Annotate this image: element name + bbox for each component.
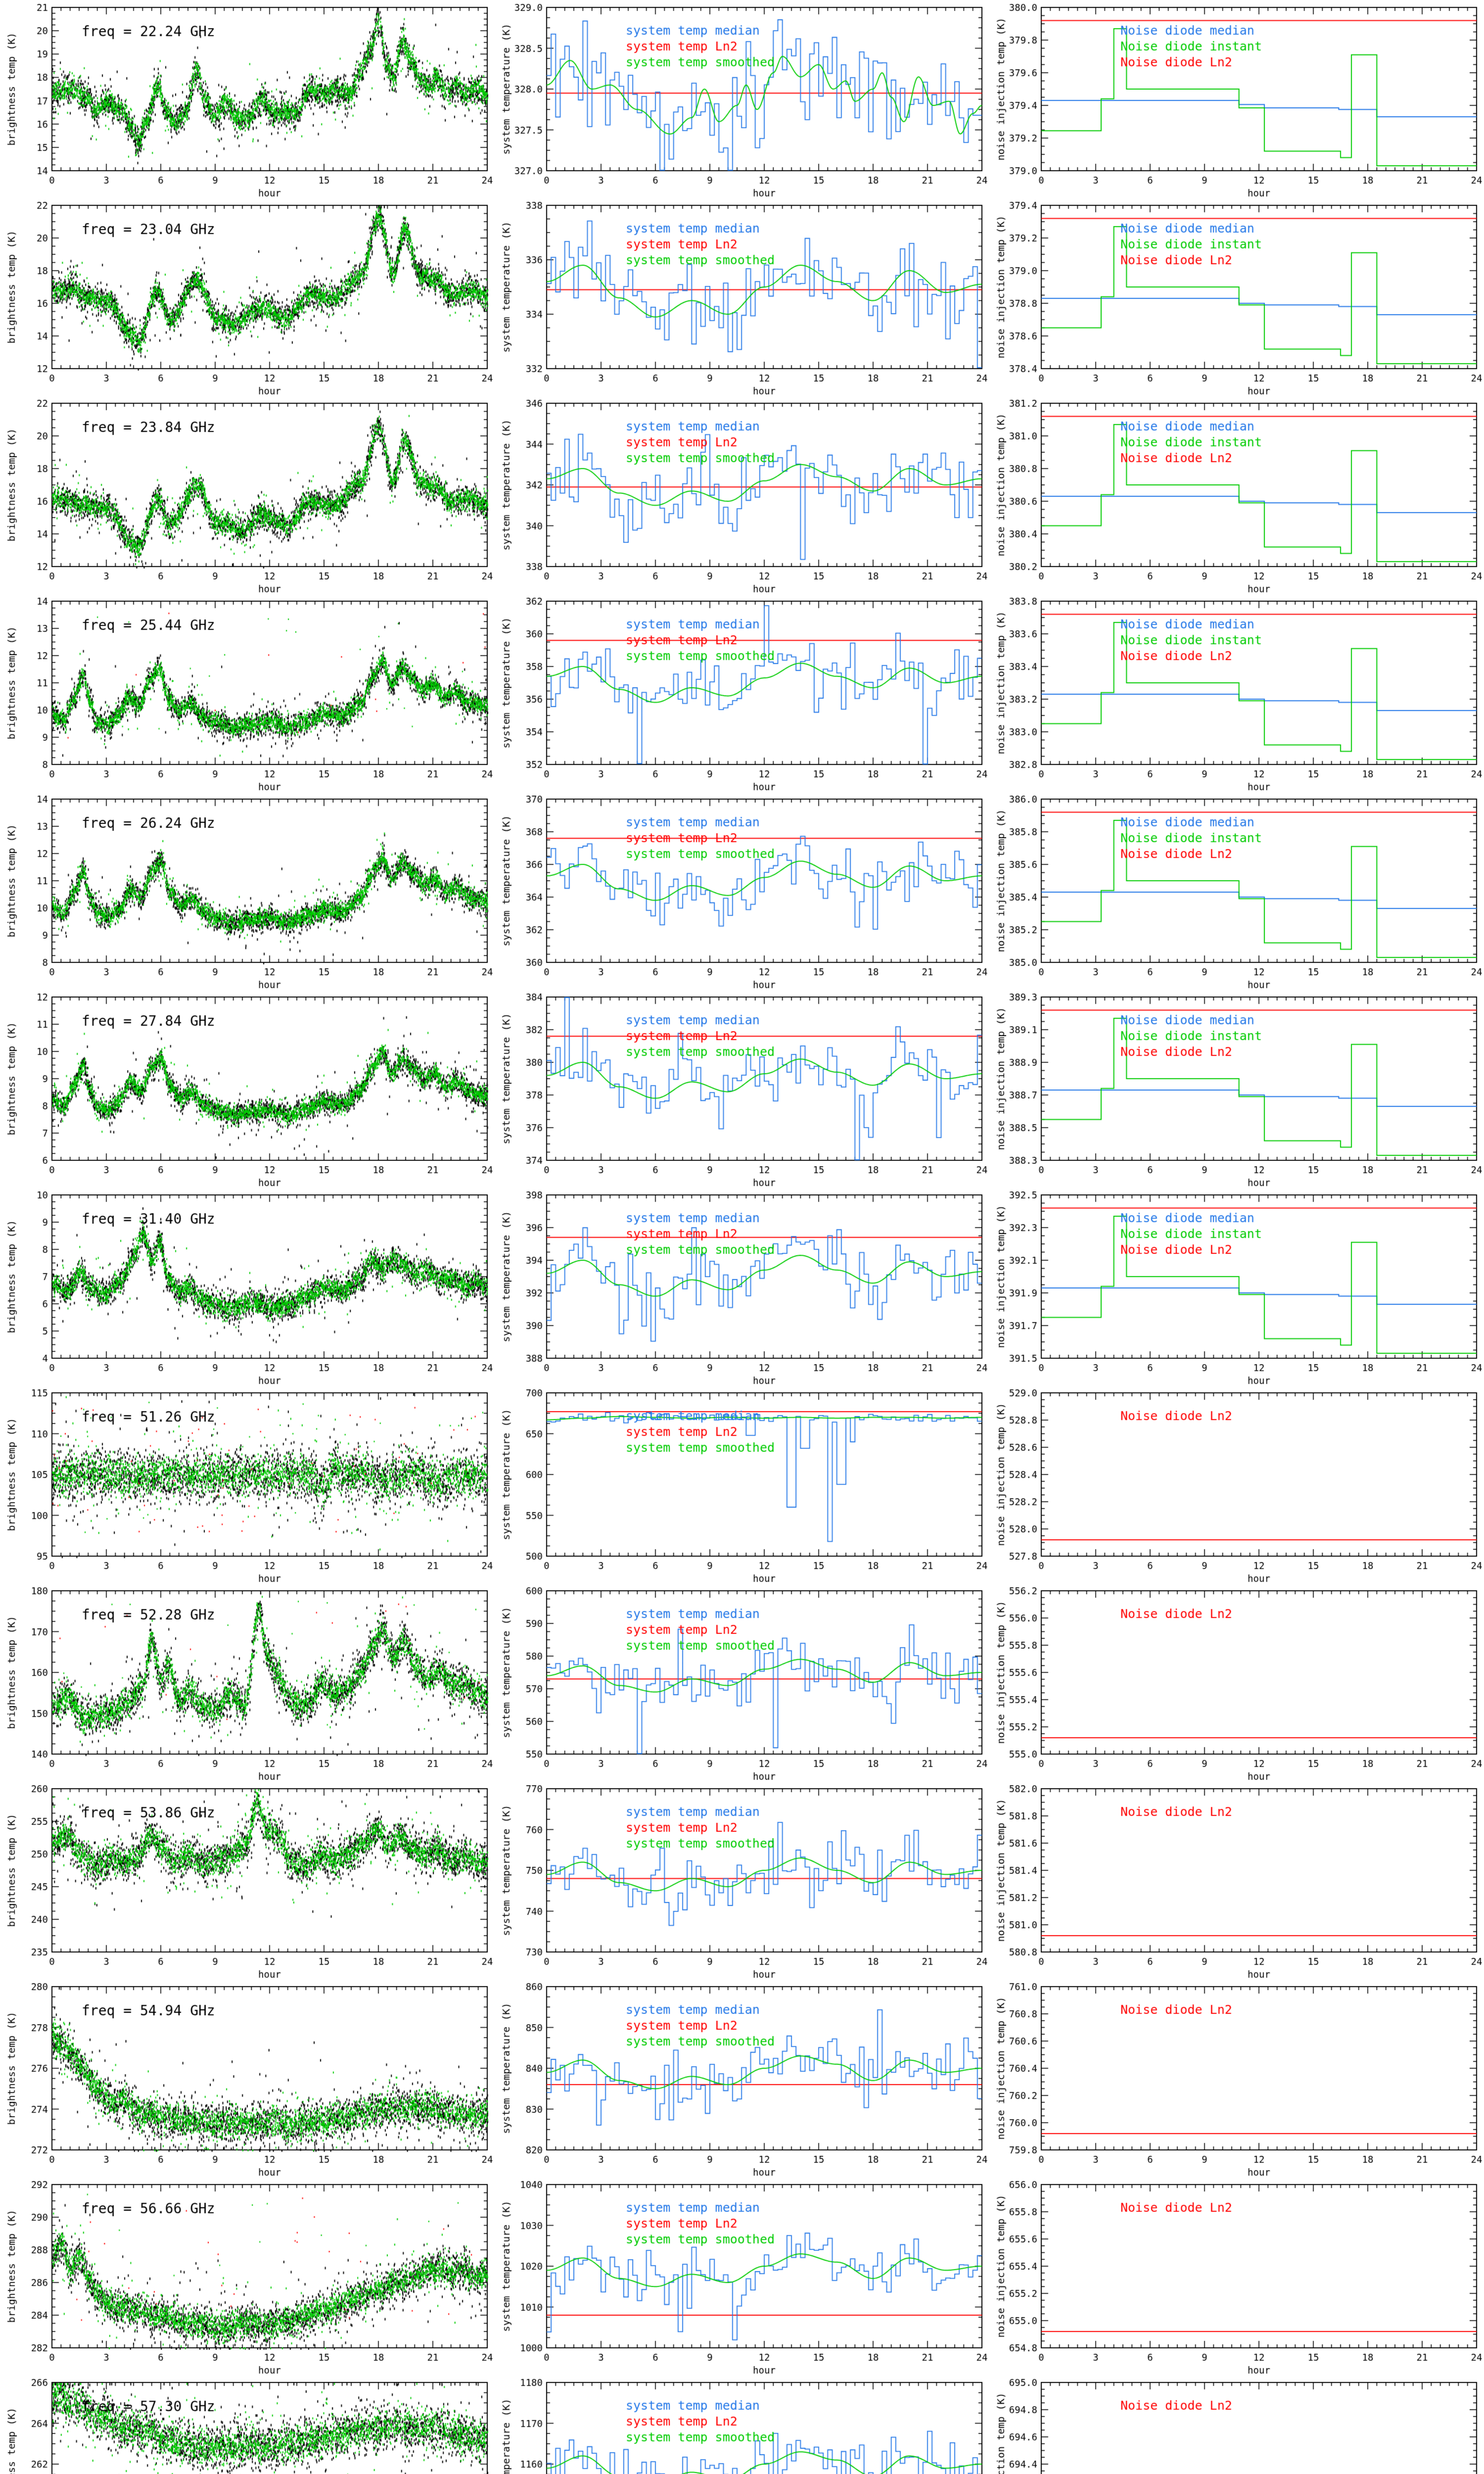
brightness-temp-plot-row-3 [0, 396, 495, 594]
system-temp-plot-row-3 [495, 396, 989, 594]
system-temp-plot-row-3-cell [495, 396, 989, 594]
channel-row-9 [0, 1583, 1484, 1781]
brightness-temp-plot-row-1-cell [0, 0, 495, 198]
brightness-temp-plot-row-6 [0, 990, 495, 1188]
channel-row-5 [0, 792, 1484, 990]
system-temp-plot-row-12 [495, 2177, 989, 2375]
noise-diode-plot-row-13 [989, 2375, 1484, 2474]
noise-diode-plot-row-1 [989, 0, 1484, 198]
brightness-temp-plot-row-12-cell [0, 2177, 495, 2375]
channel-row-3 [0, 396, 1484, 594]
system-temp-plot-row-6-cell [495, 990, 989, 1188]
channel-row-2 [0, 198, 1484, 396]
system-temp-plot-row-1 [495, 0, 989, 198]
brightness-temp-plot-row-2 [0, 198, 495, 396]
noise-diode-plot-row-6 [989, 990, 1484, 1188]
system-temp-plot-row-4-cell [495, 594, 989, 792]
system-temp-plot-row-13 [495, 2375, 989, 2474]
channel-row-8 [0, 1385, 1484, 1583]
noise-diode-plot-row-3 [989, 396, 1484, 594]
brightness-temp-plot-row-1 [0, 0, 495, 198]
channel-row-7 [0, 1188, 1484, 1385]
noise-diode-plot-row-4-cell [989, 594, 1484, 792]
system-temp-plot-row-1-cell [495, 0, 989, 198]
noise-diode-plot-row-10 [989, 1781, 1484, 1979]
brightness-temp-plot-row-10-cell [0, 1781, 495, 1979]
channel-row-11 [0, 1979, 1484, 2177]
system-temp-plot-row-4 [495, 594, 989, 792]
system-temp-plot-row-13-cell [495, 2375, 989, 2474]
noise-diode-plot-row-10-cell [989, 1781, 1484, 1979]
system-temp-plot-row-10 [495, 1781, 989, 1979]
system-temp-plot-row-8-cell [495, 1385, 989, 1583]
brightness-temp-plot-row-11 [0, 1979, 495, 2177]
noise-diode-plot-row-5-cell [989, 792, 1484, 990]
system-temp-plot-row-9-cell [495, 1583, 989, 1781]
brightness-temp-plot-row-9-cell [0, 1583, 495, 1781]
system-temp-plot-row-2-cell [495, 198, 989, 396]
system-temp-plot-row-2 [495, 198, 989, 396]
brightness-temp-plot-row-10 [0, 1781, 495, 1979]
system-temp-plot-row-6 [495, 990, 989, 1188]
channel-row-6 [0, 990, 1484, 1188]
system-temp-plot-row-7 [495, 1188, 989, 1385]
noise-diode-plot-row-13-cell [989, 2375, 1484, 2474]
brightness-temp-plot-row-8-cell [0, 1385, 495, 1583]
brightness-temp-plot-row-12 [0, 2177, 495, 2375]
channel-row-1 [0, 0, 1484, 198]
system-temp-plot-row-5 [495, 792, 989, 990]
channel-row-12 [0, 2177, 1484, 2375]
channel-row-10 [0, 1781, 1484, 1979]
noise-diode-plot-row-5 [989, 792, 1484, 990]
brightness-temp-plot-row-7 [0, 1188, 495, 1385]
brightness-temp-plot-row-5 [0, 792, 495, 990]
system-temp-plot-row-12-cell [495, 2177, 989, 2375]
brightness-temp-plot-row-3-cell [0, 396, 495, 594]
noise-diode-plot-row-3-cell [989, 396, 1484, 594]
brightness-temp-plot-row-4-cell [0, 594, 495, 792]
brightness-temp-plot-row-13-cell [0, 2375, 495, 2474]
brightness-temp-plot-row-9 [0, 1583, 495, 1781]
noise-diode-plot-row-2-cell [989, 198, 1484, 396]
brightness-temp-plot-row-7-cell [0, 1188, 495, 1385]
system-temp-plot-row-5-cell [495, 792, 989, 990]
channel-row-4 [0, 594, 1484, 792]
noise-diode-plot-row-7-cell [989, 1188, 1484, 1385]
noise-diode-plot-row-2 [989, 198, 1484, 396]
noise-diode-plot-row-11-cell [989, 1979, 1484, 2177]
system-temp-plot-row-9 [495, 1583, 989, 1781]
noise-diode-plot-row-12 [989, 2177, 1484, 2375]
noise-diode-plot-row-12-cell [989, 2177, 1484, 2375]
brightness-temp-plot-row-11-cell [0, 1979, 495, 2177]
noise-diode-plot-row-8-cell [989, 1385, 1484, 1583]
noise-diode-plot-row-1-cell [989, 0, 1484, 198]
noise-diode-plot-row-11 [989, 1979, 1484, 2177]
brightness-temp-plot-row-13 [0, 2375, 495, 2474]
brightness-temp-plot-row-6-cell [0, 990, 495, 1188]
noise-diode-plot-row-8 [989, 1385, 1484, 1583]
brightness-temp-plot-row-8 [0, 1385, 495, 1583]
system-temp-plot-row-10-cell [495, 1781, 989, 1979]
brightness-temp-plot-row-4 [0, 594, 495, 792]
noise-diode-plot-row-9 [989, 1583, 1484, 1781]
noise-diode-plot-row-7 [989, 1188, 1484, 1385]
channel-row-13 [0, 2375, 1484, 2474]
system-temp-plot-row-7-cell [495, 1188, 989, 1385]
system-temp-plot-row-11-cell [495, 1979, 989, 2177]
noise-diode-plot-row-6-cell [989, 990, 1484, 1188]
system-temp-plot-row-11 [495, 1979, 989, 2177]
system-temp-plot-row-8 [495, 1385, 989, 1583]
brightness-temp-plot-row-5-cell [0, 792, 495, 990]
brightness-temp-plot-row-2-cell [0, 198, 495, 396]
noise-diode-plot-row-4 [989, 594, 1484, 792]
noise-diode-plot-row-9-cell [989, 1583, 1484, 1781]
